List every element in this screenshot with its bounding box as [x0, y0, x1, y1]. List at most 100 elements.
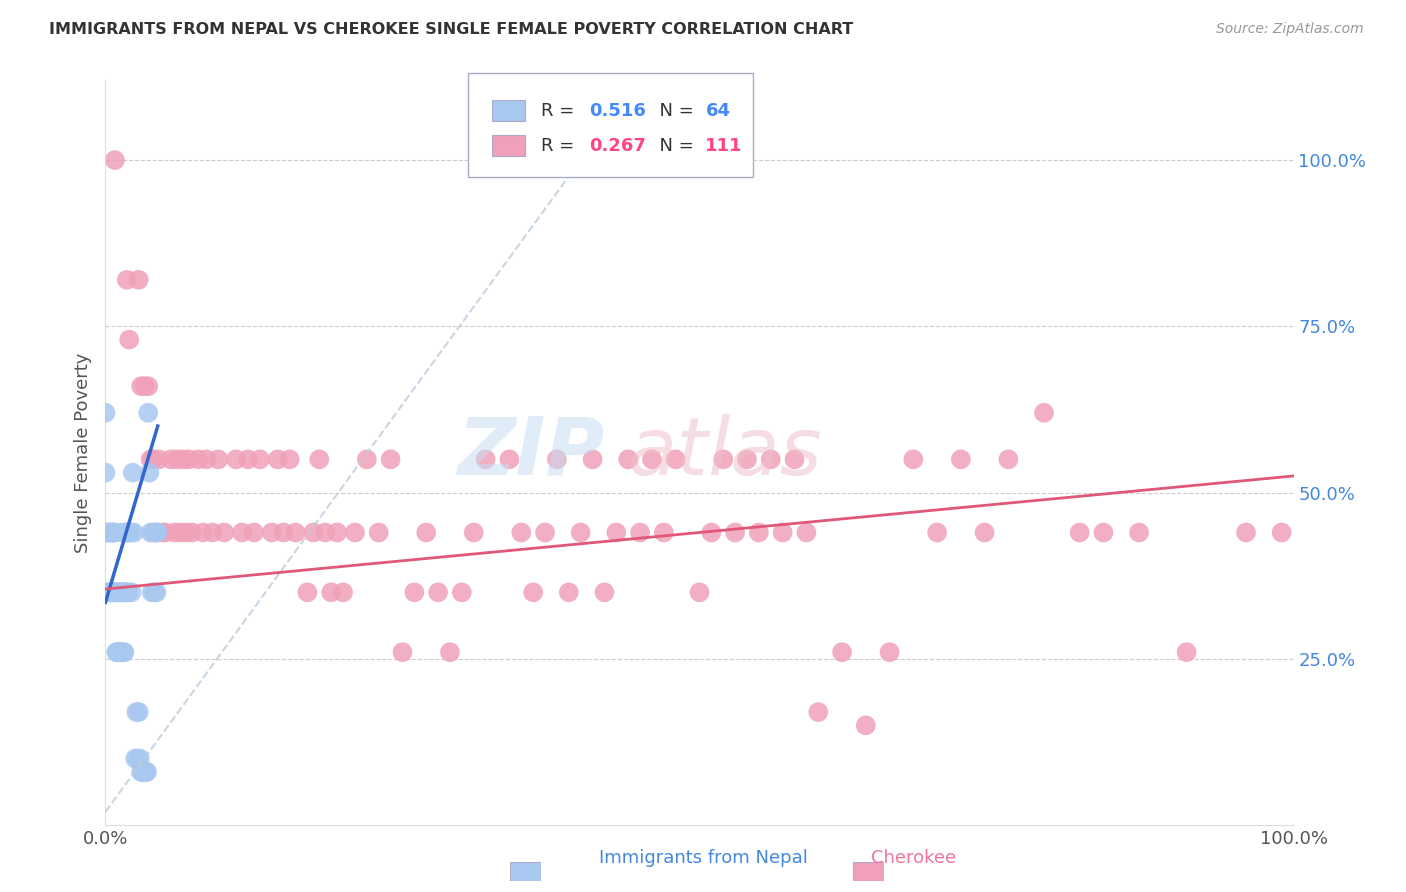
Point — [605, 525, 627, 540]
Point — [735, 452, 758, 467]
Point — [96, 525, 118, 540]
Text: 0.516: 0.516 — [589, 102, 645, 120]
Point — [343, 525, 366, 540]
Point — [332, 585, 354, 599]
Point — [711, 452, 734, 467]
Point — [136, 764, 159, 779]
Point — [415, 525, 437, 540]
Point — [260, 525, 283, 540]
Point — [236, 452, 259, 467]
Point — [136, 406, 159, 420]
Point — [593, 585, 616, 599]
Point — [308, 452, 330, 467]
Point — [949, 452, 972, 467]
Point — [94, 406, 117, 420]
Point — [534, 525, 557, 540]
Point — [120, 525, 142, 540]
Point — [187, 452, 209, 467]
Point — [166, 452, 188, 467]
Point — [115, 585, 138, 599]
Point — [105, 585, 128, 599]
Text: atlas: atlas — [628, 414, 823, 491]
Point — [652, 525, 675, 540]
Point — [1128, 525, 1150, 540]
Point — [136, 379, 159, 393]
Point — [135, 764, 157, 779]
Point — [191, 525, 214, 540]
FancyBboxPatch shape — [492, 136, 524, 156]
Point — [172, 452, 194, 467]
Point — [783, 452, 806, 467]
Point — [855, 718, 877, 732]
Point — [214, 525, 236, 540]
Point — [225, 452, 247, 467]
Text: IMMIGRANTS FROM NEPAL VS CHEROKEE SINGLE FEMALE POVERTY CORRELATION CHART: IMMIGRANTS FROM NEPAL VS CHEROKEE SINGLE… — [49, 22, 853, 37]
Point — [169, 525, 191, 540]
Point — [1175, 645, 1198, 659]
Point — [98, 585, 121, 599]
Y-axis label: Single Female Poverty: Single Female Poverty — [73, 352, 91, 553]
Point — [463, 525, 485, 540]
Point — [903, 452, 925, 467]
Point — [367, 525, 389, 540]
Point — [107, 645, 129, 659]
Point — [724, 525, 747, 540]
Point — [98, 525, 121, 540]
Point — [759, 452, 782, 467]
Point — [100, 525, 122, 540]
Point — [689, 585, 711, 599]
Point — [628, 525, 651, 540]
Text: R =: R = — [541, 102, 581, 120]
Point — [111, 525, 134, 540]
Point — [159, 452, 181, 467]
Point — [284, 525, 307, 540]
Point — [163, 525, 186, 540]
Point — [152, 525, 174, 540]
Point — [231, 525, 253, 540]
Point — [450, 585, 472, 599]
Point — [831, 645, 853, 659]
Point — [142, 452, 165, 467]
Point — [124, 751, 146, 765]
Point — [105, 645, 128, 659]
Text: N =: N = — [648, 136, 700, 155]
Point — [267, 452, 290, 467]
Point — [772, 525, 794, 540]
Point — [145, 585, 167, 599]
Point — [700, 525, 723, 540]
Point — [127, 751, 149, 765]
Point — [153, 525, 176, 540]
Point — [297, 585, 319, 599]
Point — [112, 645, 135, 659]
Point — [807, 705, 830, 719]
Point — [139, 452, 162, 467]
Point — [139, 525, 162, 540]
Point — [439, 645, 461, 659]
Point — [1234, 525, 1257, 540]
Point — [273, 525, 295, 540]
Point — [98, 525, 121, 540]
Point — [94, 466, 117, 480]
Point — [174, 525, 197, 540]
Point — [1069, 525, 1091, 540]
Point — [128, 705, 150, 719]
Point — [143, 525, 166, 540]
Point — [117, 525, 139, 540]
Point — [96, 525, 118, 540]
Point — [134, 379, 156, 393]
Point — [104, 585, 127, 599]
Point — [474, 452, 496, 467]
Point — [177, 452, 200, 467]
Point — [114, 585, 136, 599]
Point — [132, 764, 155, 779]
Point — [243, 525, 266, 540]
Point — [129, 751, 152, 765]
Point — [98, 585, 121, 599]
Point — [121, 466, 143, 480]
Point — [118, 333, 141, 347]
Text: 111: 111 — [706, 136, 742, 155]
Point — [122, 525, 145, 540]
Text: 0.267: 0.267 — [589, 136, 645, 155]
Point — [302, 525, 325, 540]
Point — [115, 525, 138, 540]
